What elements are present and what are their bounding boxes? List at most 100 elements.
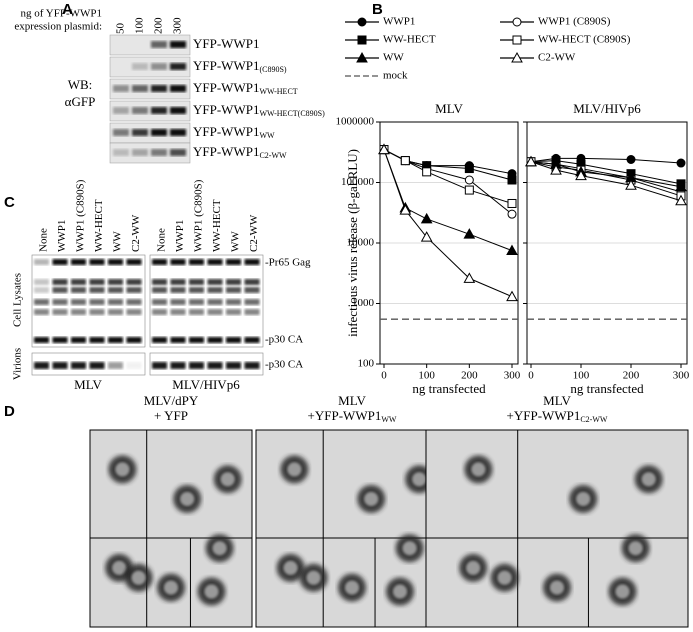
band [113, 149, 129, 156]
band [226, 362, 241, 369]
label-sub: (C890S) [259, 65, 286, 74]
band [189, 259, 204, 265]
virion-core [164, 580, 178, 595]
band [244, 279, 260, 285]
band [151, 107, 167, 114]
marker [675, 194, 687, 206]
band [170, 107, 186, 114]
marker [625, 179, 637, 190]
band [52, 259, 68, 265]
band [52, 279, 68, 285]
band [170, 63, 186, 70]
marker [464, 175, 474, 185]
band [207, 259, 223, 265]
x-axis-label: ng transfected [570, 381, 644, 396]
row-label: YFP-WWP1WW-HECT(C890S) [193, 102, 325, 118]
marker [507, 209, 517, 219]
band [170, 279, 186, 285]
virion-core [615, 584, 630, 599]
band [170, 149, 186, 156]
band [244, 337, 260, 343]
band [89, 309, 105, 315]
virion-core [287, 462, 302, 477]
lane-label: 300 [172, 17, 184, 34]
marker [550, 164, 562, 175]
band [52, 309, 68, 315]
right-label: -Pr65 Gag [265, 257, 311, 269]
plot-frame [526, 121, 688, 365]
band [52, 299, 68, 305]
marker [378, 143, 390, 155]
band [189, 337, 204, 343]
x-tick-label: 300 [673, 370, 690, 382]
lane-label: WWP1 [56, 220, 68, 252]
band [151, 149, 167, 156]
lane-label: WWP1 (C890S) [193, 179, 205, 252]
virion-core [220, 472, 235, 487]
label-sub: WW [381, 415, 397, 424]
band [151, 85, 167, 92]
band [34, 362, 49, 369]
band [152, 279, 167, 285]
virion-core [112, 560, 127, 575]
panel-title: MLV/dPY [144, 393, 199, 408]
lane-label: 200 [153, 17, 165, 34]
band [34, 287, 49, 293]
x-tick-label: 100 [418, 370, 435, 382]
marker [525, 155, 537, 167]
band [126, 259, 142, 265]
band [170, 309, 186, 315]
legend-label: WWP1 [383, 16, 415, 28]
blot-label: WB: [68, 77, 93, 92]
band [244, 299, 260, 305]
lane-label: WW [230, 231, 242, 252]
label-main: +YFP-WWP1 [507, 408, 581, 423]
band [244, 259, 260, 265]
marker [575, 169, 587, 181]
panel-letter: B [372, 1, 383, 18]
band [89, 279, 105, 285]
band [152, 362, 167, 369]
marker [506, 290, 518, 302]
panel-letter: D [4, 403, 15, 420]
virion-core [393, 584, 407, 599]
virion-core [204, 584, 219, 599]
band [132, 149, 148, 156]
blot-frame [149, 254, 264, 348]
panel-letter: A [62, 1, 73, 18]
x-axis-label: ng transfected [412, 381, 486, 396]
marker [507, 175, 517, 185]
y-tick-label: 100 [358, 358, 375, 370]
virion-core [412, 472, 427, 487]
band [113, 85, 129, 92]
band [89, 299, 105, 305]
band [108, 259, 123, 265]
virion-core [364, 491, 379, 506]
band [132, 63, 148, 70]
label-main: YFP-WWP1 [193, 144, 259, 159]
lane-label: WWP1 [174, 220, 186, 252]
band [189, 309, 204, 315]
virion-core [550, 580, 564, 595]
band [170, 259, 186, 265]
band [89, 362, 105, 369]
band [244, 362, 260, 369]
row-label: YFP-WWP1WW-HECT [193, 80, 298, 96]
y-tick-label: 100000 [341, 176, 375, 188]
band [34, 259, 49, 265]
band [226, 299, 241, 305]
band [71, 279, 86, 285]
label-main: YFP-WWP1 [193, 36, 259, 51]
band [108, 337, 123, 343]
band [89, 287, 105, 293]
virion-core [628, 541, 643, 556]
marker [512, 17, 522, 27]
legend-label: WW-HECT (C890S) [538, 34, 631, 46]
marker [420, 212, 433, 224]
legend-label: WW [383, 52, 404, 64]
panel-title: MLV [338, 393, 366, 408]
band [126, 362, 142, 369]
band [89, 337, 105, 343]
marker [507, 198, 517, 208]
